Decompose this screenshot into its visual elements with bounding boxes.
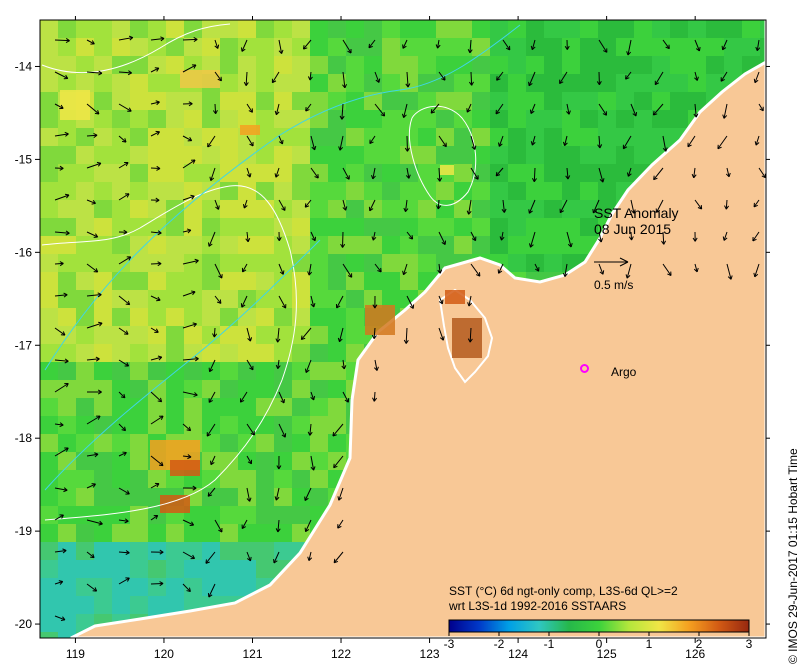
argo-label: Argo	[611, 365, 637, 379]
y-tick-label: -14	[15, 59, 33, 73]
colorbar-ticks: -3 -2 -1 0 1 2 3	[444, 632, 753, 651]
y-axis-ticks: -14 -15 -16 -17 -18 -19 -20	[15, 59, 770, 631]
contour-lines	[41, 23, 521, 521]
land-mass	[70, 20, 766, 638]
colorbar-caption-line-1: SST (°C) 6d ngt-only comp, L3S-6d QL>=2	[449, 584, 678, 598]
velocity-scale-label: 0.5 m/s	[594, 278, 633, 292]
colorbar-tick-label: -2	[494, 637, 505, 651]
x-tick-label: 120	[154, 647, 174, 661]
colorbar-tick-label: 3	[746, 637, 753, 651]
map-title-line-1: SST Anomaly	[594, 205, 679, 221]
map-panel[interactable]	[40, 20, 778, 650]
x-tick-label: 122	[331, 647, 351, 661]
colorbar-tick-label: 0	[596, 637, 603, 651]
x-tick-label: 123	[420, 647, 440, 661]
colorbar-tick-label: -3	[444, 637, 455, 651]
colorbar-tick-label: 2	[696, 637, 703, 651]
contour-white-1	[41, 23, 231, 74]
warm-anomaly-patches	[60, 70, 482, 513]
current-vectors	[54, 35, 766, 621]
y-tick-label: -18	[15, 431, 33, 445]
colorbar	[448, 619, 750, 633]
contour-cyan-2	[44, 239, 321, 491]
colorbar-caption-line-2: wrt L3S-1d 1992-2016 SSTAARS	[448, 599, 626, 613]
x-axis-ticks: 119 120 121 122 123 124 125 126	[66, 16, 706, 661]
x-tick-label: 126	[685, 647, 705, 661]
y-tick-label: -19	[15, 524, 33, 538]
argo-float-marker[interactable]	[580, 363, 589, 373]
map-border	[39, 19, 767, 639]
contour-white-2	[41, 185, 297, 521]
colorbar-tick-label: 1	[646, 637, 653, 651]
x-tick-label: 121	[242, 647, 262, 661]
credit-text: © IMOS 29-Jun-2017 01:15 Hobart Time	[786, 448, 800, 664]
map-title-line-2: 08 Jun 2015	[594, 221, 671, 237]
velocity-scale-arrow	[594, 257, 629, 267]
y-tick-label: -16	[15, 245, 33, 259]
y-tick-label: -20	[15, 617, 33, 631]
colorbar-tick-label: -1	[544, 637, 555, 651]
x-tick-label: 119	[66, 647, 85, 661]
x-tick-label: 124	[508, 647, 528, 661]
contour-white-3	[408, 105, 477, 206]
contour-cyan-1	[44, 24, 521, 371]
y-tick-label: -15	[15, 152, 33, 166]
x-tick-label: 125	[597, 647, 617, 661]
y-tick-label: -17	[15, 338, 33, 352]
